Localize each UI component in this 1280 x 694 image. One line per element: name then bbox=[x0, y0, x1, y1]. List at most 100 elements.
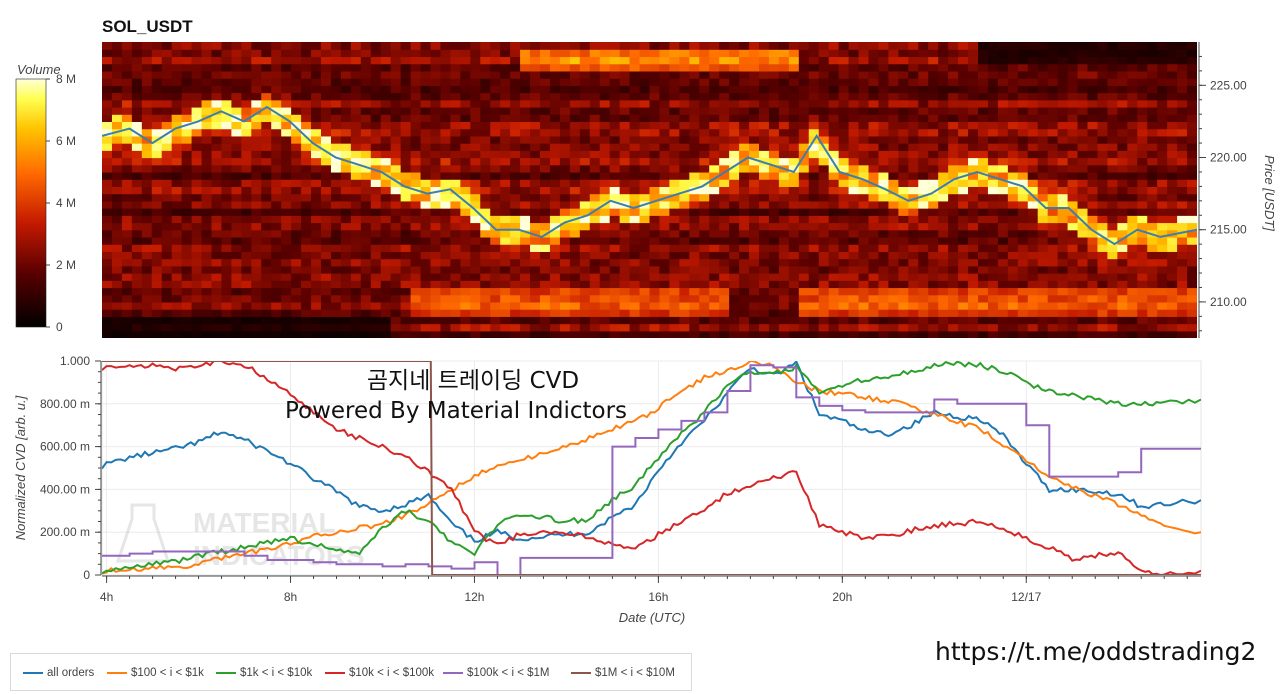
heatmap-cell bbox=[1017, 280, 1029, 289]
heatmap-cell bbox=[301, 186, 312, 195]
heatmap-cell bbox=[500, 273, 511, 281]
heatmap-cell bbox=[808, 280, 820, 289]
heatmap-cell bbox=[380, 121, 392, 130]
heatmap-cell bbox=[460, 106, 471, 115]
heatmap-cell bbox=[121, 251, 133, 260]
heatmap-cell bbox=[430, 164, 442, 173]
heatmap-cell bbox=[848, 157, 860, 166]
heatmap-cell bbox=[908, 330, 919, 338]
heatmap-cell bbox=[151, 85, 163, 94]
heatmap-cell bbox=[1187, 251, 1197, 260]
heatmap-cell bbox=[1057, 294, 1069, 303]
heatmap-cell bbox=[151, 208, 163, 216]
heatmap-cell bbox=[1177, 287, 1188, 296]
heatmap-cell bbox=[350, 135, 362, 144]
heatmap-cell bbox=[1107, 215, 1118, 224]
heatmap-cell bbox=[321, 215, 332, 224]
legend-item[interactable]: $1k < i < $10k bbox=[216, 667, 312, 679]
heatmap-cell bbox=[500, 323, 511, 332]
heatmap-cell bbox=[868, 128, 880, 137]
heatmap-cell bbox=[759, 78, 770, 86]
heatmap-cell bbox=[1047, 200, 1059, 209]
heatmap-cell bbox=[639, 287, 651, 296]
heatmap-cell bbox=[400, 114, 412, 123]
heatmap-cell bbox=[1047, 265, 1059, 274]
heatmap-cell bbox=[729, 186, 740, 195]
heatmap-cell bbox=[470, 70, 481, 79]
heatmap-cell bbox=[619, 164, 631, 173]
heatmap-cell bbox=[321, 135, 332, 144]
heatmap-cell bbox=[161, 200, 173, 209]
heatmap-cell bbox=[370, 179, 382, 187]
heatmap-cell bbox=[788, 251, 800, 260]
heatmap-cell bbox=[390, 179, 402, 187]
heatmap-cell bbox=[1167, 179, 1178, 187]
heatmap-cell bbox=[1137, 135, 1148, 144]
heatmap-cell bbox=[649, 121, 661, 130]
heatmap-cell bbox=[838, 208, 850, 216]
heatmap-cell bbox=[639, 323, 651, 332]
heatmap-cell bbox=[400, 99, 412, 108]
legend-item[interactable]: $100 < i < $1k bbox=[107, 667, 204, 679]
heatmap-cell bbox=[121, 179, 133, 187]
heatmap-cell bbox=[888, 143, 899, 151]
heatmap-cell bbox=[211, 222, 223, 231]
heatmap-cell bbox=[171, 280, 183, 289]
heatmap-cell bbox=[978, 114, 989, 123]
heatmap-cell bbox=[1157, 85, 1168, 94]
heatmap-cell bbox=[1157, 244, 1168, 252]
heatmap-cell bbox=[271, 56, 282, 65]
heatmap-cell bbox=[1047, 287, 1059, 296]
heatmap-cell bbox=[151, 121, 163, 130]
heatmap-cell bbox=[102, 143, 113, 151]
heatmap-cell bbox=[161, 135, 173, 144]
heatmap-cell bbox=[161, 85, 173, 94]
heatmap-cell bbox=[808, 186, 820, 195]
heatmap-cell bbox=[102, 200, 113, 209]
heatmap-cell bbox=[390, 265, 402, 274]
heatmap-cell bbox=[311, 200, 322, 209]
heatmap-cell bbox=[440, 121, 452, 130]
heatmap-cell bbox=[440, 128, 452, 137]
heatmap-cell bbox=[798, 301, 810, 310]
heatmap-cell bbox=[818, 92, 830, 101]
heatmap-cell bbox=[699, 157, 710, 166]
heatmap-cell bbox=[629, 92, 641, 101]
legend-item[interactable]: $100k < i < $1M bbox=[443, 667, 549, 679]
heatmap-cell bbox=[908, 222, 919, 231]
heatmap-cell bbox=[1107, 49, 1118, 58]
heatmap-cell bbox=[1177, 309, 1188, 317]
heatmap-cell bbox=[948, 244, 959, 252]
heatmap-cell bbox=[798, 294, 810, 303]
heatmap-cell bbox=[131, 193, 143, 202]
heatmap-cell bbox=[709, 323, 720, 332]
heatmap-cell bbox=[271, 143, 282, 151]
heatmap-cell bbox=[818, 258, 830, 267]
heatmap-cell bbox=[261, 236, 272, 245]
heatmap-cell bbox=[540, 99, 551, 108]
heatmap-cell bbox=[958, 106, 969, 115]
heatmap-cell bbox=[997, 150, 1009, 159]
heatmap-cell bbox=[231, 56, 242, 65]
legend-item[interactable]: all orders bbox=[23, 667, 94, 679]
heatmap-cell bbox=[121, 63, 133, 72]
heatmap-cell bbox=[430, 135, 442, 144]
legend-item[interactable]: $1M < i < $10M bbox=[571, 667, 675, 679]
heatmap-cell bbox=[599, 294, 611, 303]
heatmap-cell bbox=[340, 265, 352, 274]
heatmap-cell bbox=[111, 215, 123, 224]
heatmap-cell bbox=[659, 273, 671, 281]
heatmap-cell bbox=[330, 150, 342, 159]
heatmap-cell bbox=[540, 70, 551, 79]
heatmap-cell bbox=[649, 150, 661, 159]
heatmap-cell bbox=[540, 222, 551, 231]
legend-item[interactable]: $10k < i < $100k bbox=[325, 667, 434, 679]
heatmap-cell bbox=[460, 200, 471, 209]
heatmap-cell bbox=[948, 63, 959, 72]
heatmap-cell bbox=[330, 265, 342, 274]
heatmap-cell bbox=[191, 157, 203, 166]
heatmap-cell bbox=[669, 244, 680, 252]
heatmap-cell bbox=[460, 244, 471, 252]
heatmap-cell bbox=[948, 85, 959, 94]
heatmap-cell bbox=[958, 273, 969, 281]
